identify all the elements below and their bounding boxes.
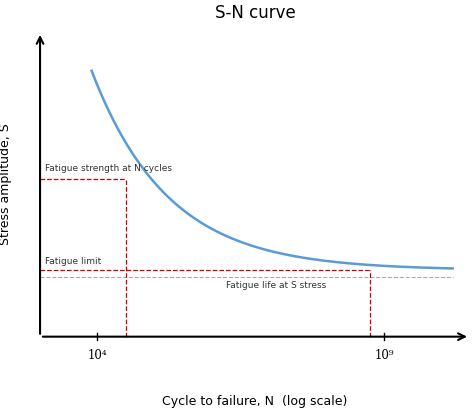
Text: Fatigue strength at N cycles: Fatigue strength at N cycles <box>45 164 172 173</box>
Text: Stress amplitude, S: Stress amplitude, S <box>0 124 12 245</box>
X-axis label: Cycle to failure, N  (log scale): Cycle to failure, N (log scale) <box>162 395 347 408</box>
Text: 10⁹: 10⁹ <box>374 349 393 362</box>
Title: S-N curve: S-N curve <box>215 4 295 22</box>
Text: Fatigue limit: Fatigue limit <box>45 257 101 266</box>
Text: 10⁴: 10⁴ <box>88 349 107 362</box>
Text: Fatigue life at S stress: Fatigue life at S stress <box>226 281 327 290</box>
